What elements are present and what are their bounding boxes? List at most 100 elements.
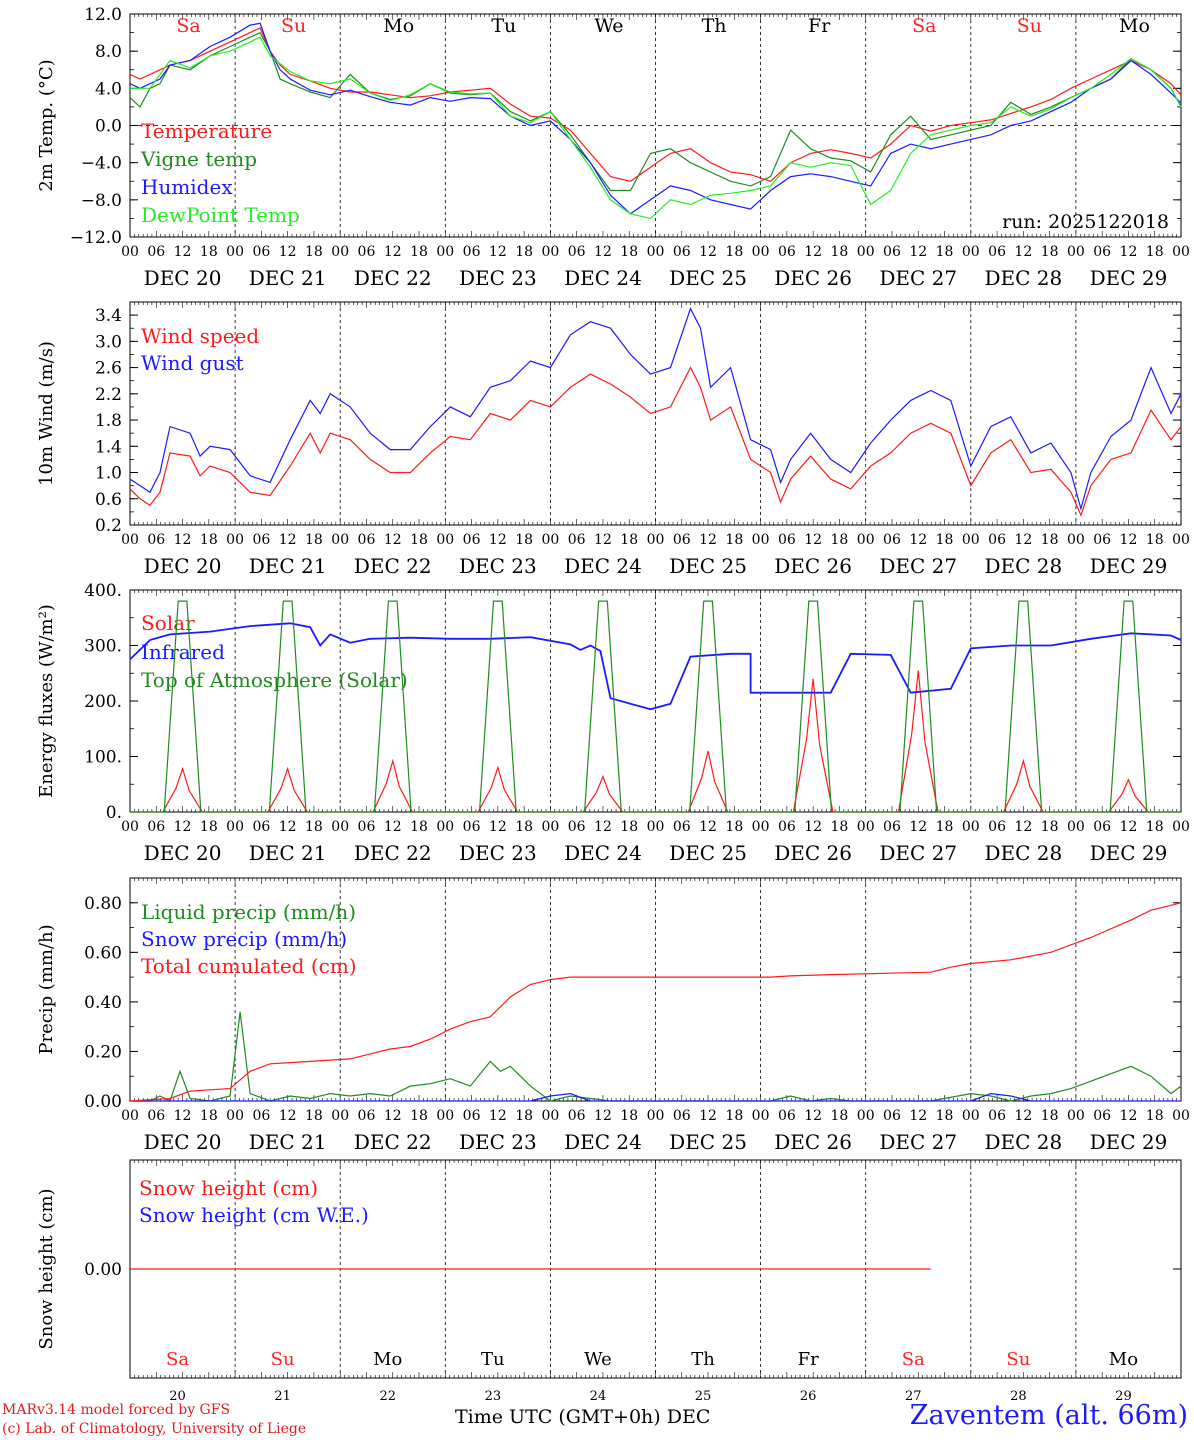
plot-frame: [129, 301, 1182, 526]
x-hour-label: 00: [436, 532, 454, 548]
x-hour-label: 06: [1093, 532, 1111, 548]
x-hour-label: 06: [778, 244, 796, 260]
x-hour-label: 00: [752, 1108, 770, 1124]
y-tick-label: 8.0: [95, 42, 122, 62]
day-number-label: 24: [590, 1389, 607, 1400]
x-date-label: DEC 29: [1090, 554, 1168, 578]
day-name-label: Fr: [798, 1349, 819, 1370]
panel-precip: 0.00 0.20 0.40 0.60 0.80 Precip (mm/h) Liquid …: [36, 877, 1190, 1154]
x-hour-label: 12: [279, 1108, 297, 1124]
x-hour-label: 18: [515, 1108, 533, 1124]
x-hour-label: 00: [647, 1108, 665, 1124]
x-hour-label: 00: [1172, 244, 1190, 260]
x-date-label: DEC 21: [249, 554, 327, 578]
x-hour-label: 00: [1172, 532, 1190, 548]
x-hour-label: 18: [936, 532, 954, 548]
x-hour-label: 18: [410, 1108, 428, 1124]
x-hour-label: 06: [463, 532, 481, 548]
x-hour-label: 12: [384, 819, 402, 835]
x-date-label: DEC 22: [354, 1130, 432, 1154]
x-hour-label: 00: [226, 1108, 244, 1124]
x-hour-label: 18: [200, 819, 218, 835]
y-axis-label: 10m Wind (m/s): [36, 341, 57, 486]
series-line-total-cumulated-cm-: [129, 902, 1182, 1102]
x-hour-label: 18: [1146, 1108, 1164, 1124]
x-hour-label: 18: [410, 244, 428, 260]
x-hour-label: 18: [200, 532, 218, 548]
x-hour-label: 06: [568, 532, 586, 548]
series-line-temperature: [129, 27, 1182, 182]
x-hour-label: 06: [252, 819, 270, 835]
x-hour-label: 06: [463, 244, 481, 260]
x-date-label: DEC 23: [459, 1130, 537, 1154]
x-date-label: DEC 20: [144, 266, 222, 290]
x-hour-label: 06: [358, 532, 376, 548]
x-hour-label: 12: [1120, 244, 1138, 260]
day-name-label: Mo: [373, 1349, 402, 1370]
day-name-label: Sa: [176, 15, 200, 37]
x-date-label: DEC 23: [459, 266, 537, 290]
x-hour-label: 00: [647, 244, 665, 260]
x-hour-label: 12: [699, 819, 717, 835]
x-hour-label: 06: [147, 819, 165, 835]
y-axis-label: Precip (mm/h): [36, 924, 57, 1054]
x-hour-label: 18: [936, 244, 954, 260]
x-date-label: DEC 22: [354, 841, 432, 865]
x-date-label: DEC 27: [879, 554, 957, 578]
series-line-dewpoint-temp: [130, 36, 1182, 220]
x-hour-label: 12: [804, 819, 822, 835]
y-tick-label: 1.8: [95, 411, 122, 431]
x-date-label: DEC 20: [144, 841, 222, 865]
x-date-label: DEC 24: [564, 1130, 642, 1154]
x-hour-label: 18: [1146, 532, 1164, 548]
x-hour-label: 00: [752, 532, 770, 548]
y-tick-label: 100.: [84, 748, 122, 768]
y-axis-label: Energy fluxes (W/m²): [36, 604, 57, 798]
day-number-label: 20: [169, 1389, 186, 1400]
x-hour-label: 12: [1014, 1108, 1032, 1124]
x-hour-label: 12: [384, 1108, 402, 1124]
x-hour-label: 12: [384, 532, 402, 548]
day-name-label: Su: [281, 15, 306, 37]
x-hour-label: 00: [436, 244, 454, 260]
y-tick-label: 3.0: [95, 332, 122, 352]
credit-line-2: (c) Lab. of Climatology, University of L…: [2, 1421, 307, 1437]
x-hour-label: 00: [331, 1108, 349, 1124]
y-tick-label: 0.00: [84, 1092, 122, 1112]
day-number-label: 23: [485, 1389, 502, 1400]
y-tick-label: −4.0: [81, 154, 122, 174]
legend-entry: Wind gust: [141, 351, 244, 375]
x-hour-label: 12: [594, 1108, 612, 1124]
x-hour-label: 12: [909, 244, 927, 260]
x-hour-label: 12: [699, 244, 717, 260]
x-hour-label: 18: [200, 1108, 218, 1124]
x-hour-label: 06: [358, 1108, 376, 1124]
y-tick-label: 0.20: [84, 1042, 122, 1062]
x-date-label: DEC 20: [144, 1130, 222, 1154]
day-number-label: 26: [800, 1389, 817, 1400]
x-hour-label: 18: [305, 819, 323, 835]
x-hour-label: 18: [831, 244, 849, 260]
x-hour-label: 12: [1014, 532, 1032, 548]
x-hour-label: 00: [331, 244, 349, 260]
day-name-label: Th: [702, 15, 727, 37]
x-hour-label: 12: [489, 819, 507, 835]
x-hour-label: 06: [673, 244, 691, 260]
day-number-label: 22: [379, 1389, 396, 1400]
month-label: DEC: [666, 1406, 711, 1428]
x-date-label: DEC 27: [879, 1130, 957, 1154]
y-tick-label: 0.: [106, 803, 122, 823]
x-hour-label: 18: [725, 819, 743, 835]
y-tick-label: 4.0: [95, 79, 122, 99]
day-number-label: 28: [1010, 1389, 1027, 1400]
x-hour-label: 00: [962, 532, 980, 548]
day-name-label: Mo: [1119, 15, 1150, 37]
x-date-label: DEC 28: [984, 266, 1062, 290]
x-hour-label: 06: [673, 819, 691, 835]
x-date-label: DEC 25: [669, 266, 747, 290]
meteogram: −12.0 −8.0 −4.0 0.0 4.0 8.0 12.0 2m Temp. (°C) T…: [36, 5, 1190, 1400]
day-name-label: Mo: [383, 15, 414, 37]
y-axis-label: Snow height (cm): [36, 1188, 57, 1349]
day-name-label: Tu: [481, 1349, 505, 1370]
x-hour-label: 18: [1041, 532, 1059, 548]
